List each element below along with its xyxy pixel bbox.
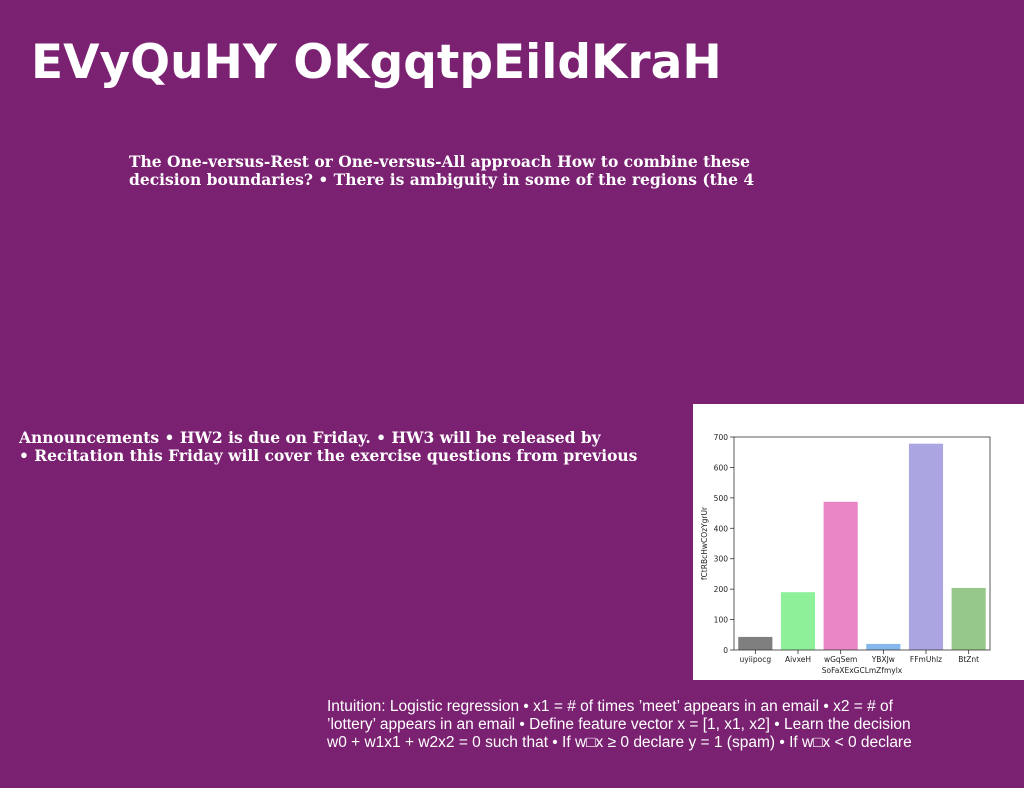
y-axis-label: fCtRBcHwCOzYgrUr bbox=[700, 506, 709, 580]
announcement-line: • Recitation this Friday will cover the … bbox=[19, 446, 638, 465]
y-tick-label: 700 bbox=[714, 433, 729, 442]
x-tick-label: AivxeH bbox=[785, 655, 811, 664]
bar bbox=[780, 592, 816, 650]
ovr-line: The One-versus-Rest or One-versus-All ap… bbox=[129, 152, 750, 171]
y-tick-label: 200 bbox=[714, 585, 729, 594]
intuition-line: Intuition: Logistic regression • x1 = # … bbox=[327, 698, 893, 715]
intuition-line: w0 + w1x1 + w2x2 = 0 such that • If w□x … bbox=[327, 734, 912, 751]
announcements-text-block: Announcements • HW2 is due on Friday. • … bbox=[19, 429, 637, 465]
x-tick-label: FFmUhlz bbox=[910, 655, 942, 664]
ovr-line: decision boundaries? • There is ambiguit… bbox=[129, 170, 755, 189]
bar-chart-svg: 0 100 200 300 400 500 600 700 uyiipocg AivxeH wGqS… bbox=[700, 433, 991, 675]
intuition-text-block: Intuition: Logistic regression • x1 = # … bbox=[327, 698, 912, 752]
x-axis-label: SoFaXExGCLmZfmylx bbox=[822, 666, 903, 675]
bar bbox=[908, 443, 944, 650]
y-tick-label: 300 bbox=[714, 555, 729, 564]
bar-chart: 0 100 200 300 400 500 600 700 uyiipocg AivxeH wGqS… bbox=[693, 404, 1024, 680]
bar bbox=[823, 501, 858, 650]
x-tick-label: uyiipocg bbox=[740, 655, 772, 664]
x-tick-label: YBXJw bbox=[871, 655, 895, 664]
y-tick-label: 100 bbox=[714, 616, 729, 625]
y-tick-label: 400 bbox=[714, 524, 729, 533]
bar bbox=[951, 587, 986, 650]
x-tick-label: wGqSem bbox=[824, 655, 857, 664]
y-tick-label: 0 bbox=[723, 646, 728, 655]
ovr-text-block: The One-versus-Rest or One-versus-All ap… bbox=[129, 153, 754, 189]
x-tick-label: BtZnt bbox=[958, 655, 979, 664]
intuition-line: ’lottery’ appears in an email • Define f… bbox=[327, 716, 911, 733]
page-title: EVyQuHY OKgqtpEildKraH bbox=[31, 35, 722, 90]
bar bbox=[866, 643, 901, 650]
announcement-line: Announcements • HW2 is due on Friday. • … bbox=[19, 428, 601, 447]
y-tick-label: 500 bbox=[714, 494, 729, 503]
bar bbox=[738, 636, 773, 650]
y-tick-label: 600 bbox=[714, 463, 729, 472]
plot-frame bbox=[733, 436, 991, 651]
